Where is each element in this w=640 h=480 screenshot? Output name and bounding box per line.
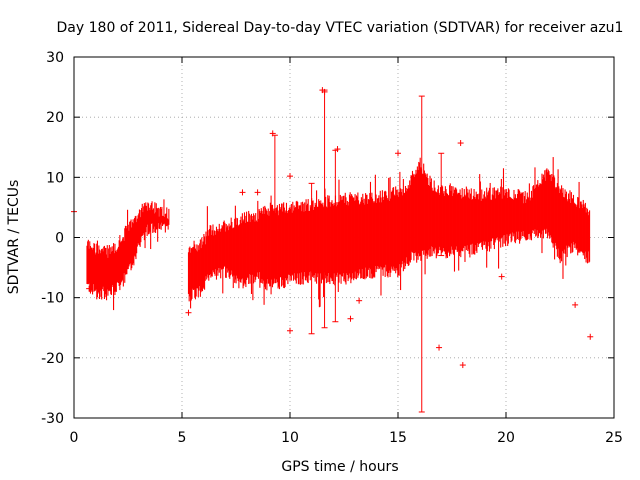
outlier-point <box>498 273 505 280</box>
outlier-point <box>334 146 341 153</box>
outlier-point <box>269 130 276 137</box>
y-tick-label: -10 <box>41 291 64 307</box>
axis-ticks: 0 5 10 15 20 25 -30 -20 -10 0 10 20 30 <box>41 50 623 446</box>
x-tick-label: 15 <box>389 430 407 446</box>
outlier-point <box>457 140 464 147</box>
data-points <box>71 87 594 413</box>
outlier-point <box>254 189 261 196</box>
outlier-point <box>356 297 363 304</box>
y-tick-label: 10 <box>46 170 64 186</box>
outlier-point <box>287 327 293 334</box>
outlier-point <box>459 362 466 369</box>
x-tick-label: 5 <box>178 430 187 446</box>
outlier-point <box>347 315 354 322</box>
outlier-point <box>395 150 401 157</box>
y-axis-label: SDTVAR / TECUs <box>6 180 22 295</box>
y-tick-label: 20 <box>46 110 64 126</box>
outlier-point <box>436 344 443 351</box>
y-tick-label: -20 <box>41 351 64 367</box>
outlier-point <box>185 309 192 316</box>
x-tick-label: 10 <box>281 430 299 446</box>
y-tick-label: 30 <box>46 50 64 66</box>
x-tick-label: 25 <box>605 430 623 446</box>
outlier-point <box>86 285 93 292</box>
chart-title: Day 180 of 2011, Sidereal Day-to-day VTE… <box>57 20 624 36</box>
outlier-point <box>587 333 594 340</box>
outlier-point <box>287 173 293 180</box>
x-tick-label: 0 <box>70 430 79 446</box>
x-tick-label: 20 <box>497 430 515 446</box>
y-tick-label: -30 <box>41 411 64 427</box>
x-axis-label: GPS time / hours <box>281 459 398 475</box>
y-tick-label: 0 <box>55 231 64 247</box>
outlier-point <box>239 189 246 196</box>
outlier-point <box>572 301 579 308</box>
outlier-point <box>321 88 328 95</box>
